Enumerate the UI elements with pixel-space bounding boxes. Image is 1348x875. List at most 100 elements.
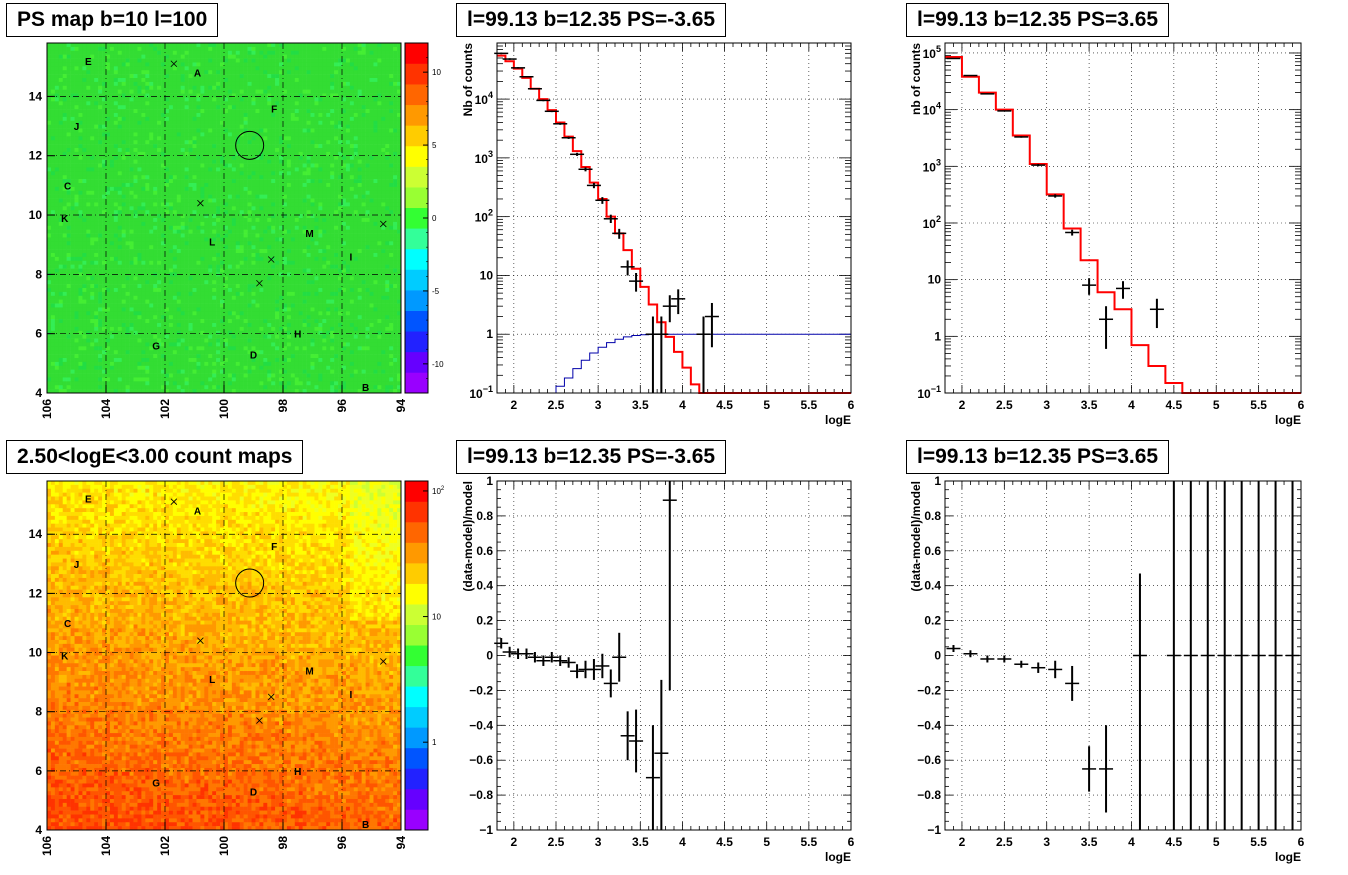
map-cell <box>125 295 130 300</box>
map-cell <box>74 50 79 55</box>
map-cell <box>227 151 233 157</box>
map-cell <box>109 46 115 52</box>
map-cell <box>161 346 166 351</box>
map-cell <box>58 128 64 133</box>
map-cell <box>255 233 260 238</box>
map-cell <box>243 167 248 172</box>
map-cell <box>184 389 189 394</box>
map-cell <box>235 381 241 386</box>
map-cell <box>58 237 64 242</box>
map-cell <box>157 299 162 304</box>
map-cell <box>263 93 268 98</box>
map-cell <box>153 202 158 207</box>
map-cell <box>239 229 244 234</box>
map-cell <box>137 330 142 335</box>
map-cell <box>235 206 241 211</box>
map-cell <box>251 140 256 145</box>
map-cell <box>98 350 103 355</box>
map-cell <box>94 97 99 102</box>
map-cell <box>113 109 119 114</box>
map-cell <box>263 218 268 223</box>
map-cell <box>161 354 166 359</box>
map-cell <box>90 85 95 90</box>
map-cell <box>212 190 217 195</box>
map-cell <box>259 163 264 168</box>
map-cell <box>161 256 166 262</box>
map-cell <box>86 78 91 83</box>
map-cell <box>102 245 107 250</box>
map-cell <box>235 89 241 94</box>
map-cell <box>145 225 150 230</box>
map-cell <box>165 186 170 192</box>
map-cell <box>54 136 60 141</box>
map-cell <box>180 113 185 118</box>
map-cell <box>66 151 71 157</box>
map-cell <box>74 334 79 339</box>
map-cell <box>54 113 60 118</box>
map-cell <box>74 202 79 207</box>
map-cell <box>192 54 197 59</box>
map-cell <box>243 62 248 67</box>
map-cell <box>50 136 56 141</box>
map-cell <box>129 159 134 164</box>
map-cell <box>216 288 221 293</box>
map-cell <box>192 85 197 90</box>
map-cell <box>129 101 134 106</box>
map-cell <box>212 109 217 114</box>
map-cell <box>90 58 95 63</box>
map-cell <box>200 303 205 308</box>
map-cell <box>227 159 233 164</box>
map-cell <box>251 385 256 390</box>
map-cell <box>98 268 103 273</box>
map-cell <box>109 109 115 114</box>
map-cell <box>208 85 213 90</box>
map-cell <box>113 93 119 98</box>
map-cell <box>255 338 260 343</box>
map-cell <box>121 221 126 227</box>
map-cell <box>224 101 229 106</box>
map-cell <box>239 89 244 94</box>
map-cell <box>216 233 221 238</box>
map-cell <box>106 163 111 168</box>
map-cell <box>161 66 166 71</box>
map-cell <box>70 253 75 258</box>
map-cell <box>74 253 79 258</box>
map-cell <box>54 346 60 351</box>
map-cell <box>243 229 248 234</box>
map-cell <box>231 358 237 363</box>
map-cell <box>74 183 79 188</box>
map-cell <box>86 202 91 207</box>
map-cell <box>212 151 217 157</box>
map-cell <box>78 256 83 262</box>
map-cell <box>216 97 221 102</box>
map-cell <box>113 101 119 106</box>
map-cell <box>125 229 130 234</box>
map-cell <box>62 120 67 125</box>
map-cell <box>188 229 193 234</box>
map-cell <box>121 229 126 234</box>
map-cell <box>212 66 217 71</box>
map-cell <box>66 288 71 293</box>
map-cell <box>66 221 71 227</box>
map-cell <box>259 93 264 98</box>
map-cell <box>188 151 193 157</box>
map-cell <box>66 190 71 195</box>
map-cell <box>243 295 248 300</box>
map-cell <box>220 369 225 374</box>
map-cell <box>117 260 123 265</box>
map-cell <box>109 116 115 122</box>
map-cell <box>66 218 71 223</box>
map-cell <box>168 210 174 215</box>
map-cell <box>121 179 126 184</box>
map-cell <box>86 183 91 188</box>
map-cell <box>192 253 197 258</box>
map-cell <box>184 58 189 63</box>
map-cell <box>145 233 150 238</box>
map-cell <box>125 62 130 67</box>
map-cell <box>125 58 130 63</box>
map-cell <box>102 288 107 293</box>
map-cell <box>74 109 79 114</box>
map-cell <box>90 315 95 320</box>
map-cell <box>98 276 103 281</box>
map-cell <box>109 303 115 308</box>
